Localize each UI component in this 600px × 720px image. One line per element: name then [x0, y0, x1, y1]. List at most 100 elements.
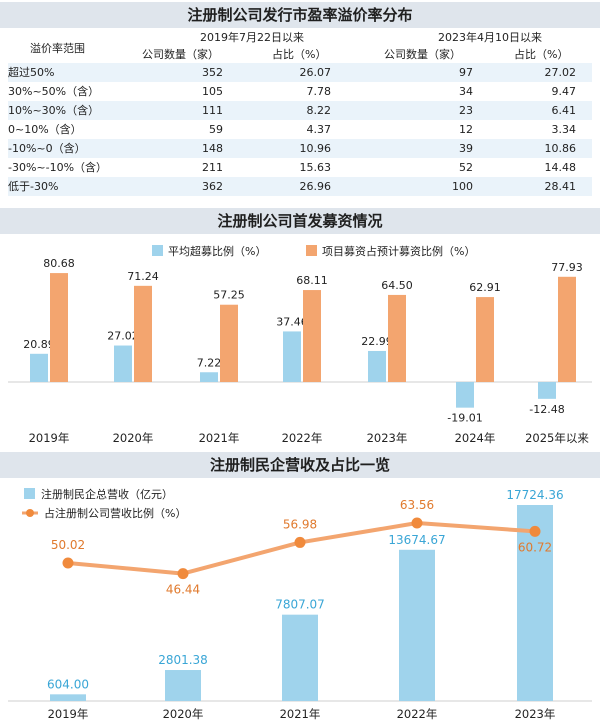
- data-label-revenue: 7807.07: [275, 598, 325, 612]
- table-cell-count-2023: 12: [459, 123, 473, 136]
- share-point: [294, 536, 306, 548]
- x-tick-label: 2025年以来: [525, 431, 589, 445]
- share-point: [411, 517, 423, 529]
- legend-label-project-ratio: 项目募资占预计募资比例（%）: [322, 244, 475, 258]
- table-row: 10%~30%（含） 111 8.22 23 6.41: [8, 101, 592, 120]
- table-cell-range: 0~10%（含）: [8, 123, 82, 136]
- bar-project-ratio: [476, 297, 494, 382]
- table-row: -10%~0（含） 148 10.96 39 10.86: [8, 139, 592, 158]
- table-header-range: 溢价率范围: [30, 42, 85, 55]
- table-cell-count-2019: 105: [202, 85, 223, 98]
- data-label-oversubscription: 37.46: [276, 315, 308, 328]
- data-label-project-ratio: 57.25: [213, 289, 245, 302]
- revenue-chart-title-banner: [0, 452, 600, 478]
- data-label-project-ratio: 80.68: [43, 257, 75, 270]
- table-cell-share-2019: 8.22: [306, 104, 332, 117]
- table-cell-count-2023: 34: [459, 85, 473, 98]
- table-cell-share-2023: 6.41: [551, 104, 577, 117]
- legend-swatch-revenue: [24, 488, 35, 499]
- legend-swatch-project-ratio: [306, 245, 317, 256]
- table-title: 注册制公司发行市盈率溢价率分布: [187, 6, 413, 24]
- x-tick-label: 2019年: [48, 707, 89, 720]
- data-label-share: 60.72: [518, 540, 552, 554]
- data-label-share: 46.44: [166, 583, 200, 597]
- bar-oversubscription: [200, 372, 218, 382]
- table-row: -30%~-10%（含） 211 15.63 52 14.48: [8, 158, 592, 177]
- table-cell-count-2019: 111: [202, 104, 223, 117]
- table-row: 0~10%（含） 59 4.37 12 3.34: [8, 120, 592, 139]
- data-label-project-ratio: 71.24: [127, 270, 159, 283]
- bar-project-ratio: [388, 294, 406, 382]
- table-header-count-2023: 公司数量（家）: [384, 48, 461, 61]
- data-label-project-ratio: 62.91: [469, 281, 501, 294]
- table-cell-share-2023: 28.41: [544, 180, 577, 193]
- data-label-oversubscription: -19.01: [447, 412, 482, 425]
- share-point: [177, 568, 189, 580]
- bar-project-ratio: [220, 304, 238, 382]
- x-tick-label: 2022年: [397, 707, 438, 720]
- table-header-count-2019: 公司数量（家）: [142, 48, 219, 61]
- fundraising-chart-title-banner: [0, 208, 600, 234]
- legend-label-revenue: 注册制民企总营收（亿元）: [41, 487, 173, 501]
- table-cell-range: 低于-30%: [8, 180, 59, 193]
- x-tick-label: 2020年: [113, 431, 154, 445]
- legend-point-share: [26, 509, 34, 517]
- table-cell-share-2019: 4.37: [306, 123, 332, 136]
- bar-project-ratio: [303, 290, 321, 382]
- table-row: 30%~50%（含） 105 7.78 34 9.47: [8, 82, 592, 101]
- table-title-banner: [0, 2, 600, 28]
- data-label-project-ratio: 64.50: [381, 279, 413, 292]
- bar-project-ratio: [134, 285, 152, 382]
- x-tick-label: 2020年: [163, 707, 204, 720]
- data-label-share: 50.02: [51, 538, 85, 552]
- x-tick-label: 2021年: [280, 707, 321, 720]
- table-row: 低于-30% 362 26.96 100 28.41: [8, 177, 592, 196]
- data-label-oversubscription: 22.99: [361, 335, 393, 348]
- data-label-oversubscription: -12.48: [529, 403, 564, 416]
- table-cell-range: 30%~50%（含）: [8, 85, 100, 98]
- table-cell-share-2023: 27.02: [544, 66, 577, 79]
- data-label-oversubscription: 7.22: [197, 356, 222, 369]
- bar-oversubscription: [283, 331, 301, 382]
- bar-revenue: [282, 614, 318, 701]
- share-point: [62, 557, 74, 569]
- table-cell-range: 10%~30%（含）: [8, 104, 100, 117]
- table-cell-share-2023: 9.47: [551, 85, 577, 98]
- table-cell-share-2019: 26.96: [299, 180, 332, 193]
- data-label-revenue: 17724.36: [506, 488, 563, 502]
- x-tick-label: 2022年: [282, 431, 323, 445]
- table-cell-count-2019: 211: [202, 161, 223, 174]
- table-cell-share-2019: 26.07: [299, 66, 332, 79]
- bar-oversubscription: [368, 350, 386, 382]
- revenue-chart-title: 注册制民企营收及占比一览: [209, 456, 390, 474]
- bar-oversubscription: [456, 382, 474, 408]
- legend-swatch-oversubscription: [152, 245, 163, 256]
- data-label-revenue: 2801.38: [158, 653, 208, 667]
- bar-project-ratio: [50, 273, 68, 382]
- fundraising-bar-chart: 平均超募比例（%） 项目募资占预计募资比例（%） 20.89 80.68 2019年…: [8, 244, 592, 445]
- table-cell-share-2019: 10.96: [299, 142, 332, 155]
- table-cell-share-2019: 7.78: [306, 85, 332, 98]
- data-label-share: 63.56: [400, 498, 434, 512]
- table-cell-count-2019: 59: [209, 123, 223, 136]
- bar-oversubscription: [30, 353, 48, 382]
- table-group-label-2023: 2023年4月10日以来: [438, 31, 542, 44]
- data-label-project-ratio: 68.11: [296, 274, 328, 287]
- share-point: [529, 525, 541, 537]
- table-cell-range: -30%~-10%（含）: [8, 161, 108, 174]
- x-tick-label: 2021年: [199, 431, 240, 445]
- table-group-label-2019: 2019年7月22日以来: [200, 31, 304, 44]
- bar-revenue: [517, 505, 553, 701]
- table-cell-count-2023: 100: [452, 180, 473, 193]
- table-header-share-2023: 占比（%）: [514, 48, 569, 61]
- legend-label-oversubscription: 平均超募比例（%）: [168, 244, 266, 258]
- table-cell-count-2023: 39: [459, 142, 473, 155]
- table-cell-count-2019: 148: [202, 142, 223, 155]
- bar-oversubscription: [538, 382, 556, 399]
- fundraising-chart-title: 注册制公司首发募资情况: [217, 212, 383, 230]
- x-tick-label: 2024年: [455, 431, 496, 445]
- revenue-bar-line-chart: 注册制民企总营收（亿元） 占注册制公司营收比例（%） 604.00 2019年 28…: [8, 487, 592, 720]
- data-label-oversubscription: 27.02: [107, 330, 139, 343]
- bar-revenue: [399, 549, 435, 701]
- data-label-revenue: 604.00: [47, 677, 89, 691]
